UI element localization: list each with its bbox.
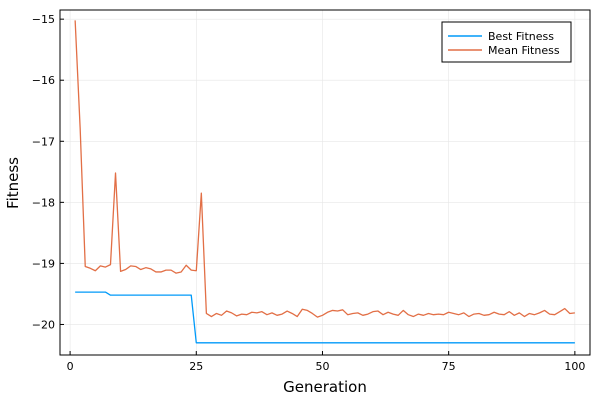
y-tick-label: −15 xyxy=(32,13,55,26)
plot-frame xyxy=(59,9,591,356)
legend-label-best-fitness: Best Fitness xyxy=(488,30,554,43)
x-axis-title: Generation xyxy=(283,378,367,396)
series-line-mean-fitness xyxy=(74,20,575,318)
legend-label-mean-fitness: Mean Fitness xyxy=(488,44,560,57)
x-tick-label: 100 xyxy=(564,360,585,373)
x-tick-label: 25 xyxy=(189,360,203,373)
y-tick-label: −18 xyxy=(32,196,55,209)
y-axis-title: Fitness xyxy=(4,157,22,209)
y-tick-label: −16 xyxy=(32,74,55,87)
y-tick-label: −19 xyxy=(32,257,55,270)
legend: Best Fitness Mean Fitness xyxy=(441,21,572,63)
x-tick-label: 75 xyxy=(442,360,456,373)
y-tick-label: −20 xyxy=(32,318,55,331)
legend-box xyxy=(441,21,572,63)
axis-ticks: 0 25 50 75 100 −20 −19 −18 −17 −16 −15 xyxy=(32,13,586,373)
x-tick-label: 50 xyxy=(315,360,329,373)
series-lines xyxy=(74,20,575,344)
y-tick-label: −17 xyxy=(32,135,55,148)
series-line-best-fitness xyxy=(75,291,575,344)
x-tick-label: 0 xyxy=(67,360,74,373)
grid-lines xyxy=(60,10,590,355)
